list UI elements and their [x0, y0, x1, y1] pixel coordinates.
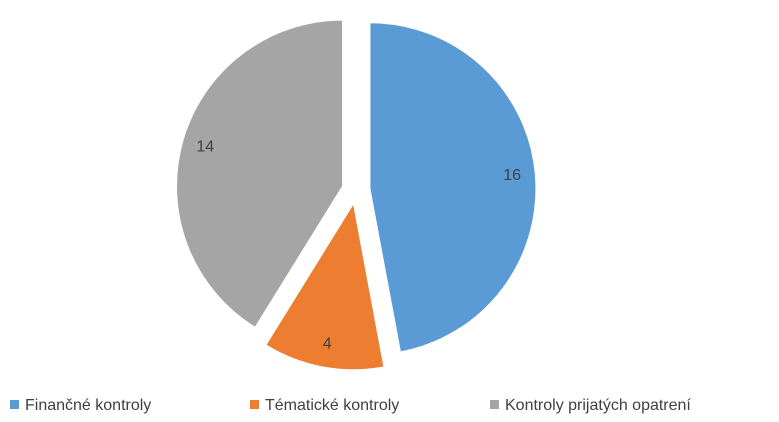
data-label: 14: [196, 138, 214, 155]
legend-label: Tématické kontroly: [265, 397, 399, 414]
data-label: 4: [323, 335, 332, 352]
pie-slice: [265, 202, 385, 371]
legend-label: Kontroly prijatých opatrení: [505, 397, 691, 414]
pie-slice: [369, 22, 537, 353]
legend-label: Finančné kontroly: [25, 397, 151, 414]
pie-slice: [176, 19, 344, 328]
legend-swatch: [10, 400, 19, 409]
legend-swatch: [490, 400, 499, 409]
data-label: 16: [503, 167, 521, 184]
legend-swatch: [250, 400, 259, 409]
